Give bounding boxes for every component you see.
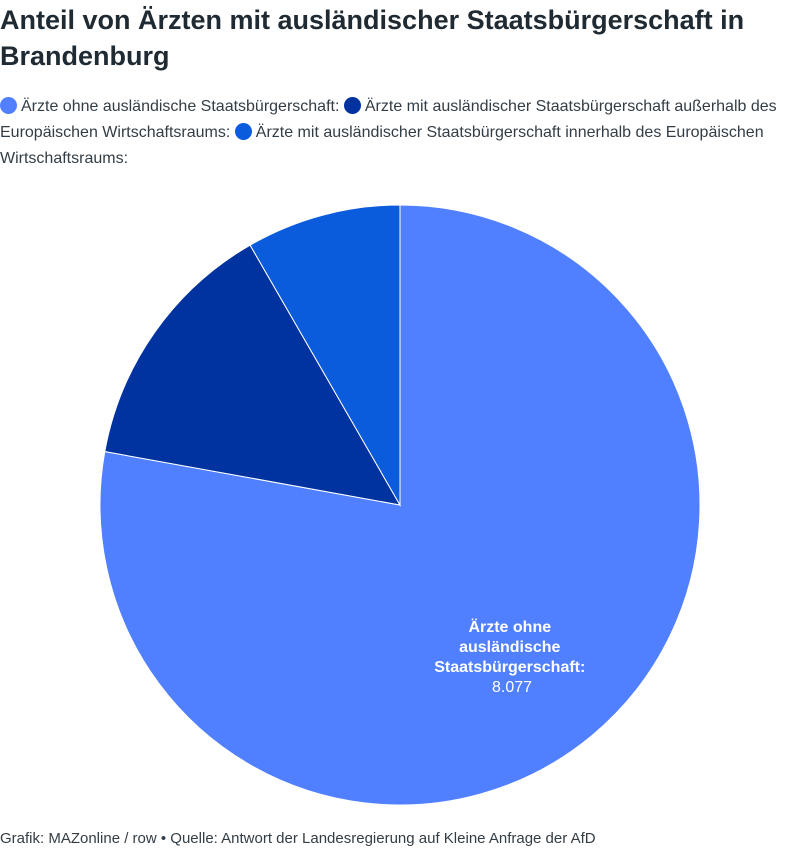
legend-swatch-icon <box>234 123 252 140</box>
legend-item[interactable]: Ärzte ohne ausländische Staatsbürgerscha… <box>0 97 344 115</box>
pie-slice[interactable] <box>104 244 401 506</box>
data-label-line: ausländische <box>459 639 560 656</box>
legend-swatch-icon <box>0 97 17 114</box>
legend-label: Ärzte ohne ausländische Staatsbürgerscha… <box>21 98 340 115</box>
legend-swatch-icon <box>343 97 361 114</box>
data-label-ohne: Ärzte ohne ausländische Staatsbürgerscha… <box>434 618 590 696</box>
chart-footer: Grafik: MAZonline / row • Quelle: Antwor… <box>0 830 596 847</box>
data-label-line: Staatsbürgerschaft: <box>434 659 585 676</box>
legend-item[interactable]: Ärzte mit ausländischer Staatsbürgerscha… <box>0 123 764 167</box>
legend-item[interactable]: Ärzte mit ausländischer Staatsbürgerscha… <box>0 97 777 141</box>
data-label-value: 8.077 <box>492 679 532 696</box>
legend-label: Ärzte mit ausländischer Staatsbürgerscha… <box>0 98 777 141</box>
pie-chart: Ärzte ohne ausländische Staatsbürgerscha… <box>99 204 701 806</box>
pie-slice[interactable] <box>249 204 401 507</box>
chart-title: Anteil von Ärzten mit ausländischer Staa… <box>0 5 745 71</box>
chart-legend: Ärzte ohne ausländische Staatsbürgerscha… <box>0 94 800 172</box>
legend-label: Ärzte mit ausländischer Staatsbürgerscha… <box>0 124 764 167</box>
data-label-line: Ärzte ohne <box>468 618 551 636</box>
